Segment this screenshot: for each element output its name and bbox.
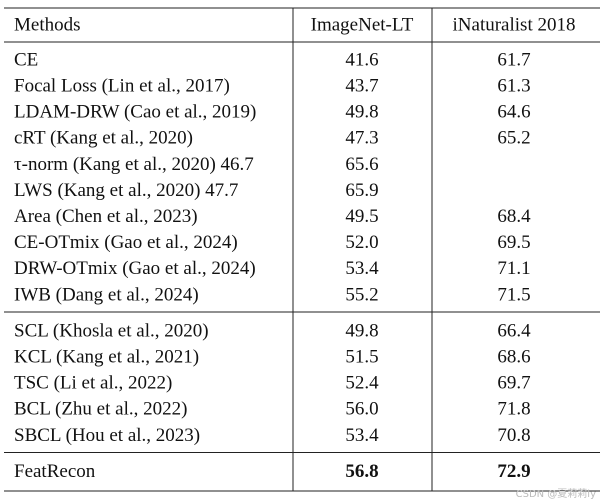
score-cell: 68.6 (497, 346, 530, 367)
score-cell: 52.4 (345, 373, 379, 394)
score-cell: 71.8 (497, 399, 530, 420)
score-cell: 49.5 (345, 206, 378, 227)
method-cell: Focal Loss (Lin et al., 2017) (14, 75, 230, 96)
watermark: CSDN @夏莉莉ly (516, 488, 596, 500)
method-cell: DRW-OTmix (Gao et al., 2024) (14, 258, 256, 279)
header-cell: Methods (14, 14, 81, 35)
method-cell: LWS (Kang et al., 2020) 47.7 (14, 180, 238, 201)
score-cell: 52.0 (345, 232, 378, 253)
method-cell: BCL (Zhu et al., 2022) (14, 399, 187, 420)
score-cell: 51.5 (345, 346, 378, 367)
score-cell: 41.6 (345, 49, 378, 70)
score-cell: 69.7 (497, 373, 530, 394)
score-cell: 61.3 (497, 75, 530, 96)
method-cell: KCL (Kang et al., 2021) (14, 346, 199, 367)
score-cell: 56.0 (345, 399, 378, 420)
method-cell: SCL (Khosla et al., 2020) (14, 320, 209, 341)
score-cell: 49.8 (345, 320, 378, 341)
method-cell: cRT (Kang et al., 2020) (14, 128, 193, 149)
score-cell: 47.3 (345, 128, 378, 149)
header-cell: ImageNet-LT (311, 14, 414, 35)
method-cell: LDAM-DRW (Cao et al., 2019) (14, 102, 256, 123)
method-cell: Area (Chen et al., 2023) (14, 206, 198, 227)
score-cell: 65.6 (345, 154, 378, 175)
header-cell: iNaturalist 2018 (453, 14, 576, 35)
score-cell: 65.2 (497, 128, 530, 149)
score-cell: 71.5 (497, 284, 530, 305)
score-cell: 53.4 (345, 425, 379, 446)
method-cell: TSC (Li et al., 2022) (14, 373, 172, 394)
method-cell: CE-OTmix (Gao et al., 2024) (14, 232, 238, 253)
score-cell: 65.9 (345, 180, 378, 201)
score-cell: 68.4 (497, 206, 531, 227)
score-cell: 55.2 (345, 284, 378, 305)
method-cell: FeatRecon (14, 461, 96, 482)
score-cell: 43.7 (345, 75, 378, 96)
score-cell: 70.8 (497, 425, 530, 446)
score-cell: 64.6 (497, 102, 530, 123)
method-cell: CE (14, 49, 38, 70)
score-cell: 61.7 (497, 49, 530, 70)
method-cell: SBCL (Hou et al., 2023) (14, 425, 200, 446)
method-cell: IWB (Dang et al., 2024) (14, 284, 199, 305)
score-cell: 56.8 (345, 461, 378, 482)
score-cell: 49.8 (345, 102, 378, 123)
score-cell: 69.5 (497, 232, 530, 253)
score-cell: 66.4 (497, 320, 531, 341)
score-cell: 53.4 (345, 258, 379, 279)
method-cell: τ-norm (Kang et al., 2020) 46.7 (14, 154, 254, 175)
score-cell: 72.9 (497, 461, 530, 482)
score-cell: 71.1 (497, 258, 530, 279)
